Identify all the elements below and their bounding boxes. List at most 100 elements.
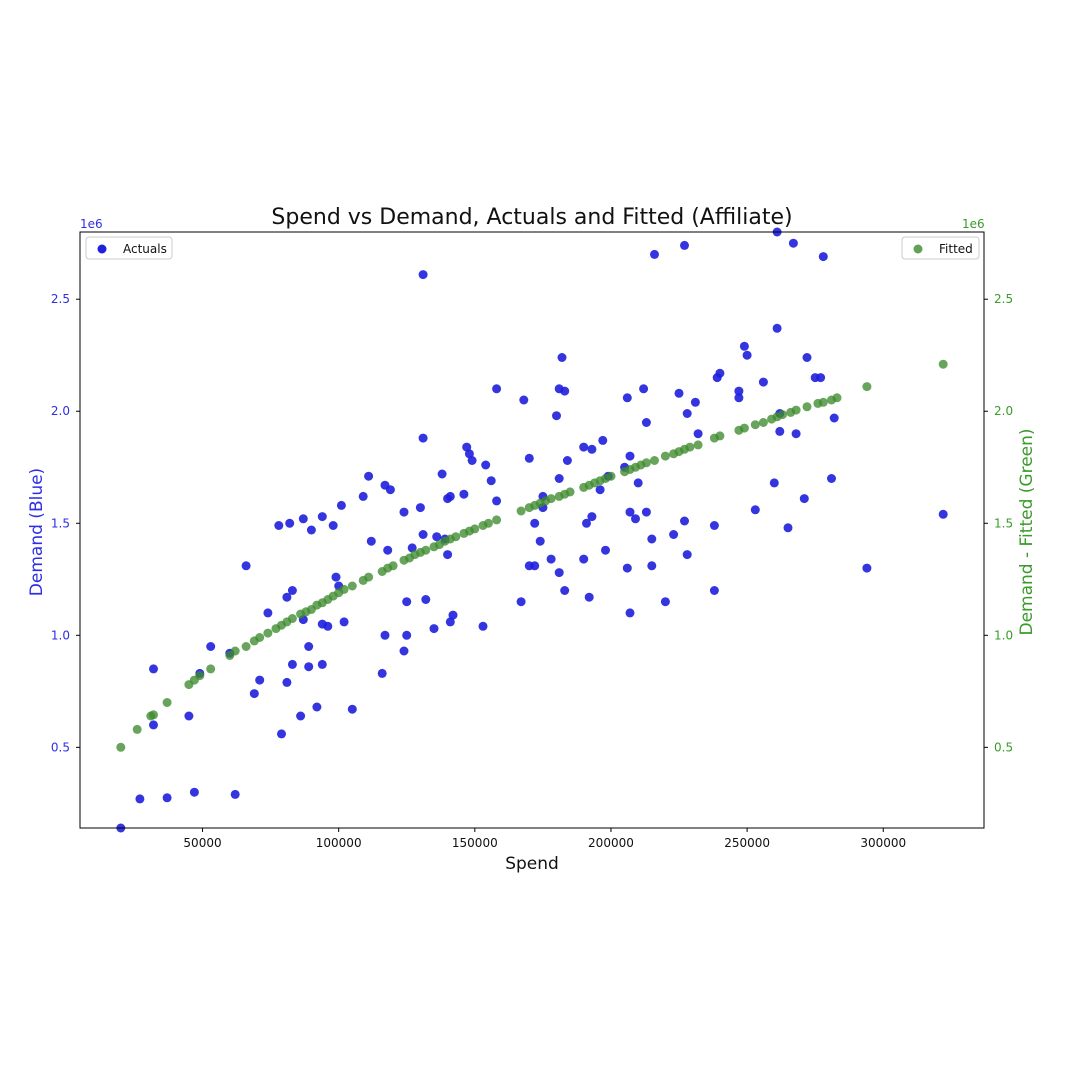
actuals-point-41 <box>366 536 376 546</box>
actuals-point-149 <box>827 474 836 483</box>
fitted-point-11 <box>241 642 251 651</box>
fitted-point-78 <box>715 431 725 441</box>
actuals-point-58 <box>432 532 442 542</box>
actuals-point-31 <box>317 512 327 522</box>
actuals-point-52 <box>415 503 425 513</box>
actuals-point-91 <box>560 586 570 595</box>
actuals-point-49 <box>402 597 412 607</box>
actuals-point-104 <box>622 393 632 403</box>
legend-actuals-label: Actuals <box>123 242 167 256</box>
chart-title: Spend vs Demand, Actuals and Fitted (Aff… <box>271 205 792 230</box>
fitted-point-87 <box>791 405 801 415</box>
actuals-point-34 <box>331 572 341 582</box>
y-right-tick-label-1: 1.0 <box>994 628 1013 642</box>
actuals-point-134 <box>750 505 760 515</box>
actuals-point-142 <box>788 238 798 248</box>
fitted-point-81 <box>750 420 760 430</box>
actuals-point-144 <box>799 494 809 504</box>
actuals-point-123 <box>682 409 692 418</box>
actuals-point-139 <box>775 426 785 436</box>
actuals-point-121 <box>680 516 689 526</box>
actuals-point-59 <box>437 469 447 479</box>
actuals-point-93 <box>579 554 589 564</box>
actuals-point-12 <box>249 689 259 699</box>
plot-frame <box>79 231 985 829</box>
y-offset-text-left: 1e6 <box>80 217 103 231</box>
actuals-point-1 <box>135 794 145 804</box>
actuals-point-45 <box>383 545 393 555</box>
actuals-point-124 <box>690 397 700 407</box>
actuals-point-22 <box>296 711 306 721</box>
actuals-point-99 <box>595 485 605 495</box>
y-right-tick-label-4: 2.5 <box>994 292 1013 306</box>
actuals-point-9 <box>206 642 216 651</box>
actuals-point-89 <box>557 353 567 362</box>
actuals-point-79 <box>530 561 540 571</box>
actuals-point-73 <box>492 496 502 506</box>
fitted-point-10 <box>230 646 240 656</box>
actuals-point-126 <box>709 586 719 595</box>
fitted-point-70 <box>650 456 659 465</box>
actuals-point-136 <box>769 478 779 488</box>
actuals-point-86 <box>554 474 564 483</box>
actuals-point-23 <box>298 514 308 524</box>
actuals-point-21 <box>287 586 297 595</box>
actuals-point-28 <box>312 702 322 712</box>
y-axis-left-label: Demand (Blue) <box>27 468 47 596</box>
fitted-point-27 <box>339 584 349 594</box>
actuals-point-94 <box>579 442 589 452</box>
actuals-point-65 <box>448 610 458 620</box>
actuals-point-37 <box>339 617 349 627</box>
actuals-point-137 <box>772 323 782 333</box>
legend-actuals-marker <box>97 244 107 254</box>
actuals-point-36 <box>336 500 346 510</box>
fitted-point-1 <box>132 724 142 734</box>
x-tick-label-5: 300000 <box>860 836 906 850</box>
actuals-point-141 <box>783 523 793 533</box>
actuals-point-117 <box>660 597 670 607</box>
actuals-point-143 <box>791 429 801 439</box>
actuals-point-6 <box>149 664 158 674</box>
actuals-point-30 <box>317 659 327 669</box>
x-tick-label-1: 100000 <box>316 836 362 850</box>
y-left-tick-label-3: 2.0 <box>51 404 70 418</box>
actuals-point-4 <box>230 789 240 799</box>
legend-fitted-marker <box>913 244 923 254</box>
actuals-point-53 <box>418 530 428 539</box>
legend-fitted-label: Fitted <box>939 242 973 256</box>
actuals-point-3 <box>189 787 199 797</box>
actuals-point-74 <box>492 384 502 394</box>
actuals-point-17 <box>282 677 292 687</box>
actuals-point-38 <box>347 704 357 714</box>
actuals-point-15 <box>274 521 284 530</box>
actuals-point-66 <box>459 489 469 499</box>
actuals-point-43 <box>380 630 390 640</box>
actuals-point-39 <box>358 491 368 501</box>
actuals-point-145 <box>802 353 812 362</box>
fitted-point-94 <box>938 359 948 369</box>
actuals-point-71 <box>481 460 491 470</box>
y-right-tick-label-2: 1.5 <box>994 516 1013 530</box>
fitted-point-93 <box>862 382 872 392</box>
y-axis-right-ticks: 0.5 1.0 1.5 2.0 2.5 <box>984 292 1013 754</box>
actuals-point-54 <box>418 433 428 443</box>
actuals-point-119 <box>674 388 684 398</box>
x-tick-label-3: 200000 <box>588 836 634 850</box>
actuals-point-90 <box>560 386 570 396</box>
actuals-point-55 <box>418 270 428 280</box>
actuals-point-97 <box>587 512 597 522</box>
x-tick-label-0: 50000 <box>183 836 221 850</box>
y-left-tick-label-2: 1.5 <box>51 516 70 530</box>
y-axis-right-label: Demand - Fitted (Green) <box>1017 428 1037 635</box>
actuals-point-18 <box>282 592 292 602</box>
actuals-point-106 <box>625 507 635 517</box>
actuals-point-77 <box>524 453 534 463</box>
actuals-point-85 <box>552 411 561 421</box>
x-tick-label-4: 250000 <box>724 836 770 850</box>
fitted-point-80 <box>739 423 749 433</box>
fitted-point-43 <box>451 532 461 542</box>
actuals-point-96 <box>584 592 594 602</box>
actuals-point-112 <box>641 507 651 517</box>
actuals-point-116 <box>650 249 659 259</box>
actuals-point-100 <box>598 435 608 445</box>
